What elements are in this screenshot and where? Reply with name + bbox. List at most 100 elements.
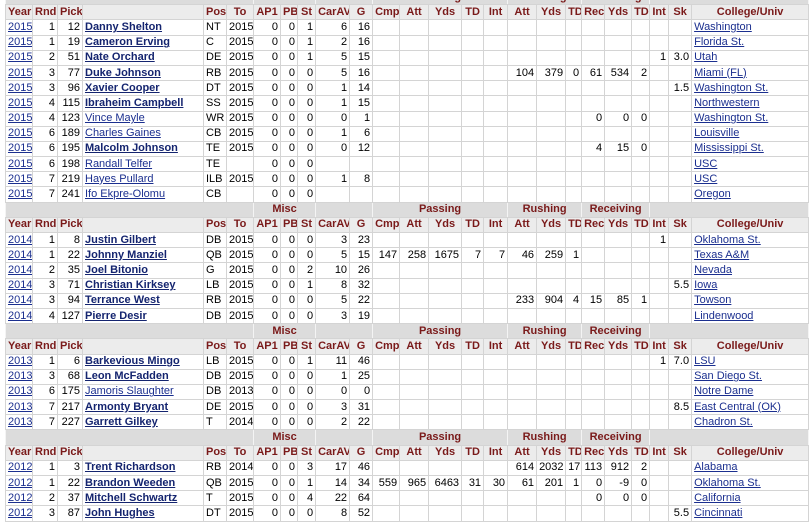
year-link[interactable]: 2015 (8, 157, 33, 170)
cell: 219 (57, 171, 83, 188)
college-link[interactable]: USC (694, 157, 718, 170)
player-link[interactable]: Charles Gaines (85, 127, 161, 140)
year-link[interactable]: 2015 (8, 172, 33, 185)
player-link[interactable]: Hayes Pullard (85, 172, 154, 185)
college-link[interactable]: Oklahoma St. (694, 476, 761, 489)
year-link[interactable]: 2015 (8, 142, 33, 155)
player-link[interactable]: Xavier Cooper (85, 81, 160, 94)
year-link[interactable]: 2015 (8, 112, 33, 125)
player-link[interactable]: Nate Orchard (85, 51, 155, 64)
college-link[interactable]: California (694, 491, 741, 504)
player-link[interactable]: Vince Mayle (85, 112, 145, 125)
college-link[interactable]: Chadron St. (694, 415, 753, 428)
year-link[interactable]: 2013 (8, 400, 33, 413)
college-link[interactable]: East Central (OK) (694, 400, 781, 413)
player-link[interactable]: Danny Shelton (85, 20, 163, 33)
year-link[interactable]: 2015 (8, 81, 33, 94)
cell (581, 414, 606, 431)
college-link[interactable]: Oklahoma St. (694, 233, 761, 246)
player-link[interactable]: Ibraheim Campbell (85, 96, 184, 109)
college-link[interactable]: Washington St. (694, 112, 769, 125)
player-link[interactable]: Malcolm Johnson (85, 142, 178, 155)
player-link[interactable]: Duke Johnson (85, 66, 161, 79)
player-link[interactable]: Leon McFadden (85, 370, 169, 383)
cell: 35 (57, 262, 83, 279)
year-link[interactable]: 2015 (8, 36, 33, 49)
column-header: Rec (581, 338, 606, 355)
player-link[interactable]: John Hughes (85, 506, 155, 519)
college-link[interactable]: Utah (694, 51, 718, 64)
year-link[interactable]: 2015 (8, 51, 33, 64)
year-link[interactable]: 2015 (8, 96, 33, 109)
college-link[interactable]: San Diego St. (694, 370, 762, 383)
cell: 2015 (5, 110, 33, 127)
player-link[interactable]: Cameron Erving (85, 36, 170, 49)
player-link[interactable]: Trent Richardson (85, 461, 176, 474)
player-link[interactable]: Christian Kirksey (85, 279, 176, 292)
cell (668, 262, 693, 279)
year-link[interactable]: 2015 (8, 127, 33, 140)
player-link[interactable]: Garrett Gilkey (85, 415, 158, 428)
cell (461, 262, 485, 279)
college-link[interactable]: Florida St. (694, 36, 745, 49)
column-header: TD (565, 444, 583, 461)
player-link[interactable]: Johnny Manziel (85, 248, 167, 261)
cell: 2012 (5, 474, 33, 492)
cell (399, 19, 430, 36)
year-link[interactable]: 2014 (8, 248, 33, 261)
year-link[interactable]: 2014 (8, 233, 33, 246)
player-link[interactable]: Mitchell Schwartz (85, 491, 178, 504)
college-link[interactable]: Cincinnati (694, 506, 743, 519)
college-link[interactable]: LSU (694, 355, 716, 368)
year-link[interactable]: 2013 (8, 355, 33, 368)
college-link[interactable]: Louisville (694, 127, 740, 140)
player-link[interactable]: Terrance West (85, 294, 160, 307)
college-link[interactable]: Washington St. (694, 81, 769, 94)
player-link[interactable]: Jamoris Slaughter (85, 385, 174, 398)
college-link[interactable]: Washington (694, 20, 752, 33)
cell: 46 (507, 247, 538, 264)
player-link[interactable]: Armonty Bryant (85, 400, 169, 413)
cell: T (203, 490, 227, 507)
college-link[interactable]: Texas A&M (694, 248, 750, 261)
college-link[interactable]: USC (694, 172, 718, 185)
player-link[interactable]: Ifo Ekpre-Olomu (85, 188, 166, 201)
player-link[interactable]: Brandon Weeden (85, 476, 176, 489)
cell: Malcolm Johnson (82, 140, 204, 158)
cell: 1 (315, 95, 351, 112)
cell: ILB (203, 171, 227, 188)
year-link[interactable]: 2015 (8, 66, 33, 79)
cell (604, 171, 633, 188)
college-link[interactable]: Mississippi St. (694, 142, 764, 155)
college-link[interactable]: Towson (694, 294, 732, 307)
year-link[interactable]: 2014 (8, 263, 33, 276)
year-link[interactable]: 2015 (8, 20, 33, 33)
college-link[interactable]: Northwestern (694, 96, 760, 109)
college-link[interactable]: Alabama (694, 461, 738, 474)
player-link[interactable]: Barkevious Mingo (85, 355, 180, 368)
cell: 0 (280, 459, 299, 477)
college-link[interactable]: Miami (FL) (694, 66, 747, 79)
player-link[interactable]: Joel Bitonio (85, 263, 148, 276)
year-link[interactable]: 2012 (8, 461, 33, 474)
year-link[interactable]: 2014 (8, 294, 33, 307)
year-link[interactable]: 2012 (8, 476, 33, 489)
column-header: Yds (428, 4, 463, 21)
college-link[interactable]: Lindenwood (694, 309, 754, 322)
college-link[interactable]: Iowa (694, 279, 718, 292)
year-link[interactable]: 2012 (8, 506, 33, 519)
year-link[interactable]: 2013 (8, 370, 33, 383)
year-link[interactable]: 2015 (8, 188, 33, 201)
year-link[interactable]: 2013 (8, 385, 33, 398)
player-link[interactable]: Pierre Desir (85, 309, 147, 322)
player-link[interactable]: Randall Telfer (85, 157, 153, 170)
year-link[interactable]: 2013 (8, 415, 33, 428)
year-link[interactable]: 2014 (8, 279, 33, 292)
player-link[interactable]: Justin Gilbert (85, 233, 156, 246)
year-link[interactable]: 2012 (8, 491, 33, 504)
college-link[interactable]: Oregon (694, 188, 731, 201)
year-link[interactable]: 2014 (8, 309, 33, 322)
cell: 5 (315, 292, 351, 309)
college-link[interactable]: Nevada (694, 263, 733, 276)
college-link[interactable]: Notre Dame (694, 385, 754, 398)
